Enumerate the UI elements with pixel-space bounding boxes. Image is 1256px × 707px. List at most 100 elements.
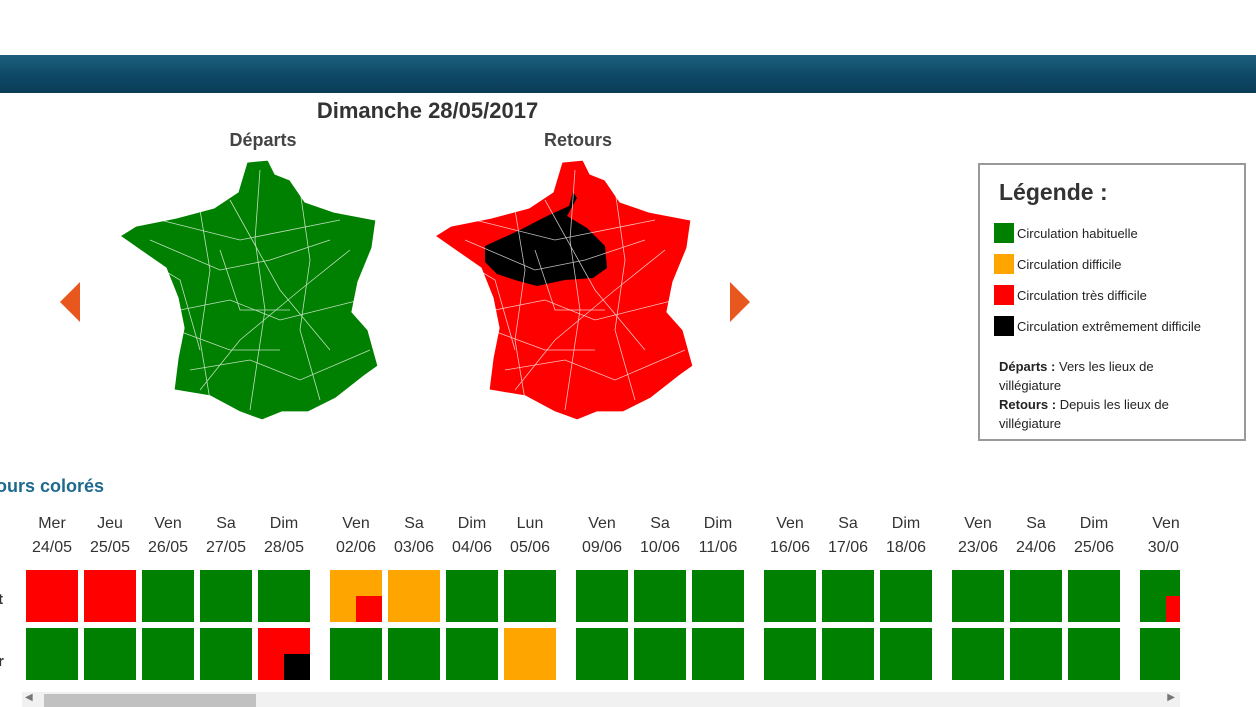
retours-day-cell[interactable] [576,628,628,680]
retours-map-title: Retours [543,130,612,150]
section-title: ours colorés [0,476,105,496]
legend-swatch [994,316,1014,336]
retours-day-cell[interactable] [446,628,498,680]
day-date: 28/05 [264,539,304,556]
departs-day-cell[interactable] [258,570,310,622]
departs-map[interactable] [118,159,379,421]
departs-day-cell[interactable] [634,570,686,622]
day-date: 18/06 [886,539,926,556]
day-name: Mer [38,515,66,532]
legend-label: Circulation habituelle [1017,225,1138,241]
retours-day-cell[interactable] [880,628,932,680]
retours-day-cell[interactable] [1010,628,1062,680]
day-name: Sa [650,515,670,532]
day-date: 24/05 [32,539,72,556]
legend-item-extremement: Circulation extrêmement difficile [994,316,1201,336]
day-name: Dim [270,515,298,532]
retours-region-extremement [485,192,607,286]
departs-day-cell[interactable] [822,570,874,622]
legend-item-difficile: Circulation difficile [994,254,1122,274]
scroll-right-icon[interactable]: ▶ [1167,692,1175,703]
day-name: Ven [342,515,370,532]
row-label-departs: t [0,591,3,608]
horizontal-scrollbar[interactable]: ◀ ▶ [22,692,1180,707]
departs-day-cell[interactable] [1010,570,1062,622]
retours-day-cell[interactable] [634,628,686,680]
departs-day-cell[interactable] [764,570,816,622]
day-date: 02/06 [336,539,376,556]
departs-day-cell[interactable] [26,570,78,622]
day-date: 09/06 [582,539,622,556]
departs-day-cell[interactable] [142,570,194,622]
day-name: Dim [1080,515,1108,532]
day-date: 30/0( [1148,539,1185,556]
retours-day-cell[interactable] [952,628,1004,680]
day-date: 24/06 [1016,539,1056,556]
retours-text: Depuis les lieux de villégiature [999,397,1169,431]
header-banner [0,55,1256,93]
legend-label: Circulation très difficile [1017,287,1147,303]
legend-swatch [994,254,1014,274]
retours-day-cell[interactable] [822,628,874,680]
retours-day-cell[interactable] [330,628,382,680]
retours-day-cell[interactable] [388,628,440,680]
day-name: Dim [704,515,732,532]
row-label-retours: r [0,653,4,670]
legend-item-habituelle: Circulation habituelle [994,223,1138,243]
retours-day-cell[interactable] [200,628,252,680]
day-name: Sa [404,515,424,532]
day-name: Dim [892,515,920,532]
retours-day-cell[interactable] [504,628,556,680]
next-day-arrow[interactable] [730,282,750,322]
day-date: 25/05 [90,539,130,556]
retours-day-cell[interactable] [142,628,194,680]
legend-item-tres-difficile: Circulation très difficile [994,285,1147,305]
retours-day-cell[interactable] [692,628,744,680]
legend-title: Légende : [999,179,1108,205]
departs-day-cell[interactable] [880,570,932,622]
retours-map[interactable] [433,159,694,421]
departs-day-cell[interactable] [388,570,440,622]
departs-day-cell[interactable] [1068,570,1120,622]
day-date: 04/06 [452,539,492,556]
calendar-grid: t r Mer 24/05 Jeu 25/05 Ven 26/05 Sa 27/05 Dim 28/0… [0,500,1256,690]
day-date: 26/05 [148,539,188,556]
maps-area [60,159,750,421]
day-name: Lun [517,515,544,532]
day-name: Sa [1026,515,1046,532]
day-date: 05/06 [510,539,550,556]
day-date: 03/06 [394,539,434,556]
departs-text: Vers les lieux de villégiature [999,359,1154,393]
retours-day-cell[interactable] [764,628,816,680]
retours-key: Retours : [999,397,1057,412]
departs-day-cell[interactable] [692,570,744,622]
calendar-overflow-mask [1180,500,1256,690]
retours-day-cell[interactable] [26,628,78,680]
legend-label: Circulation difficile [1017,256,1122,272]
day-date: 11/06 [699,539,738,556]
day-name: Dim [458,515,486,532]
day-date: 27/05 [206,539,246,556]
retours-day-cell[interactable] [1068,628,1120,680]
legend-label: Circulation extrêmement difficile [1017,318,1201,334]
legend-notes: Départs : Vers les lieux de villégiature… [999,357,1219,433]
page-title: Dimanche 28/05/2017 [316,98,539,123]
departs-day-cell[interactable] [446,570,498,622]
departs-day-cell[interactable] [84,570,136,622]
scroll-thumb[interactable] [44,694,256,707]
day-name: Ven [964,515,992,532]
departs-day-cell[interactable] [504,570,556,622]
departs-day-cell[interactable] [952,570,1004,622]
day-name: Sa [838,515,858,532]
day-name: Sa [216,515,236,532]
retours-day-cell[interactable] [258,628,310,680]
departs-map-title: Départs [229,130,297,150]
scroll-left-icon[interactable]: ◀ [25,692,33,703]
departs-day-cell[interactable] [330,570,382,622]
day-name: Ven [776,515,804,532]
previous-day-arrow[interactable] [60,282,80,322]
day-date: 10/06 [640,539,680,556]
departs-day-cell[interactable] [576,570,628,622]
retours-day-cell[interactable] [84,628,136,680]
departs-day-cell[interactable] [200,570,252,622]
